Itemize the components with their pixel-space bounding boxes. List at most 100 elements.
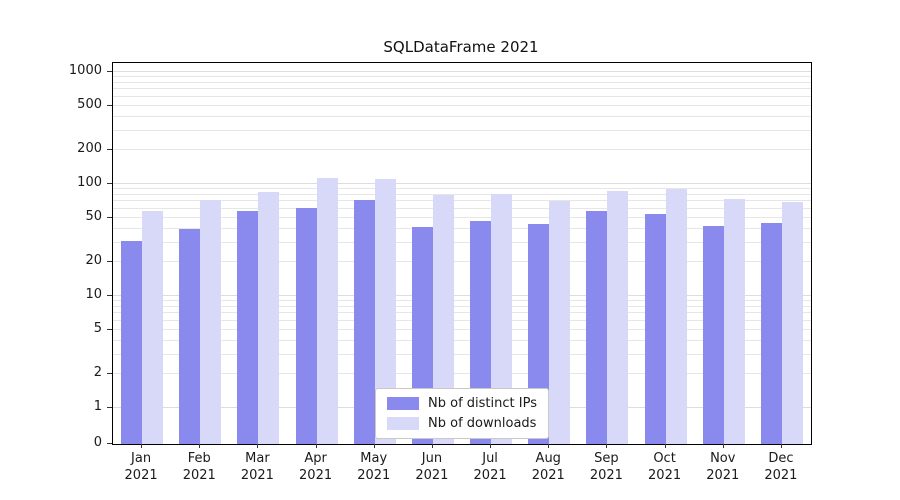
bar [258, 191, 280, 444]
y-tick-mark [107, 328, 112, 330]
y-tick-mark [107, 104, 112, 106]
chart-title: SQLDataFrame 2021 [383, 38, 539, 56]
x-tick-mark [257, 444, 259, 448]
x-tick-label: Dec 2021 [764, 451, 798, 483]
gridline [113, 300, 811, 302]
x-tick-mark [722, 444, 724, 448]
y-tick-label: 200 [77, 141, 102, 157]
x-tick-mark [431, 444, 433, 448]
x-tick-mark [199, 444, 201, 448]
bar [432, 195, 454, 444]
gridline [113, 76, 811, 78]
legend-swatch-downloads [387, 417, 420, 430]
gridline [113, 149, 811, 151]
x-tick-label: Sep 2021 [589, 451, 623, 483]
x-tick-label: Apr 2021 [299, 451, 333, 483]
bar [586, 210, 608, 444]
x-tick-mark [606, 444, 608, 448]
x-tick-label: Jun 2021 [415, 451, 449, 483]
bar [295, 208, 317, 444]
y-tick-mark [107, 373, 112, 375]
gridline [113, 373, 811, 375]
gridline [113, 241, 811, 243]
gridline [113, 227, 811, 229]
bar [781, 202, 803, 444]
gridline [113, 115, 811, 117]
y-tick-mark [107, 443, 112, 444]
bar [723, 199, 745, 444]
bar [607, 190, 629, 444]
x-tick-mark [780, 444, 782, 448]
plot-area: Nb of distinct IPs Nb of downloads [112, 62, 812, 445]
bar [200, 199, 222, 444]
y-tick-mark [107, 407, 112, 408]
gridline [113, 328, 811, 330]
gridline [113, 81, 811, 83]
gridline [113, 95, 811, 97]
y-tick-label: 100 [77, 175, 102, 190]
x-tick-label: Jan 2021 [124, 451, 158, 483]
bar [644, 213, 666, 444]
gridline [113, 353, 811, 355]
bar [353, 199, 375, 444]
legend-item-distinct-ips: Nb of distinct IPs [387, 396, 537, 411]
gridline [113, 339, 811, 341]
legend-item-downloads: Nb of downloads [387, 416, 537, 431]
x-tick-mark [315, 444, 317, 448]
legend-label-distinct-ips: Nb of distinct IPs [428, 396, 537, 411]
bar [760, 222, 782, 444]
gridline [113, 261, 811, 263]
x-tick-mark [141, 444, 143, 448]
y-tick-label: 1 [93, 399, 102, 414]
y-tick-mark [107, 71, 112, 72]
gridline [113, 183, 811, 184]
x-tick-label: Jul 2021 [473, 451, 507, 483]
y-tick-label: 1000 [68, 63, 102, 78]
y-tick-mark [107, 149, 112, 151]
gridline [113, 207, 811, 209]
x-tick-mark [490, 444, 492, 448]
bar [142, 210, 164, 444]
gridline [113, 71, 811, 72]
gridline [113, 129, 811, 131]
x-tick-mark [373, 444, 375, 448]
gridline [113, 305, 811, 307]
y-tick-label: 5 [93, 320, 102, 336]
x-tick-label: Feb 2021 [182, 451, 216, 483]
bar [121, 240, 143, 444]
x-tick-mark [664, 444, 666, 448]
x-tick-label: Oct 2021 [648, 451, 682, 483]
gridline [113, 200, 811, 202]
legend-swatch-distinct-ips [387, 397, 420, 410]
bar [374, 179, 396, 444]
legend: Nb of distinct IPs Nb of downloads [375, 388, 549, 439]
y-tick-label: 0 [93, 435, 102, 450]
y-tick-label: 20 [85, 253, 102, 269]
gridline [113, 104, 811, 106]
bar [179, 228, 201, 444]
gridline [113, 312, 811, 314]
bar [316, 178, 338, 444]
x-tick-label: Mar 2021 [240, 451, 274, 483]
gridline [113, 88, 811, 90]
gridline [113, 216, 811, 218]
bar [237, 211, 259, 444]
x-tick-mark [548, 444, 550, 448]
legend-label-downloads: Nb of downloads [428, 416, 537, 431]
x-tick-label: Nov 2021 [706, 451, 740, 483]
bar [549, 200, 571, 444]
y-tick-mark [107, 216, 112, 218]
x-tick-label: Aug 2021 [531, 451, 565, 483]
bar [702, 226, 724, 444]
y-tick-label: 50 [85, 208, 102, 224]
y-tick-label: 2 [93, 365, 102, 381]
x-tick-label: May 2021 [357, 451, 391, 483]
y-tick-label: 500 [77, 96, 102, 112]
gridline [113, 188, 811, 190]
bar [665, 189, 687, 444]
y-tick-mark [107, 295, 112, 296]
y-tick-mark [107, 261, 112, 263]
gridline [113, 319, 811, 321]
gridline [113, 295, 811, 296]
